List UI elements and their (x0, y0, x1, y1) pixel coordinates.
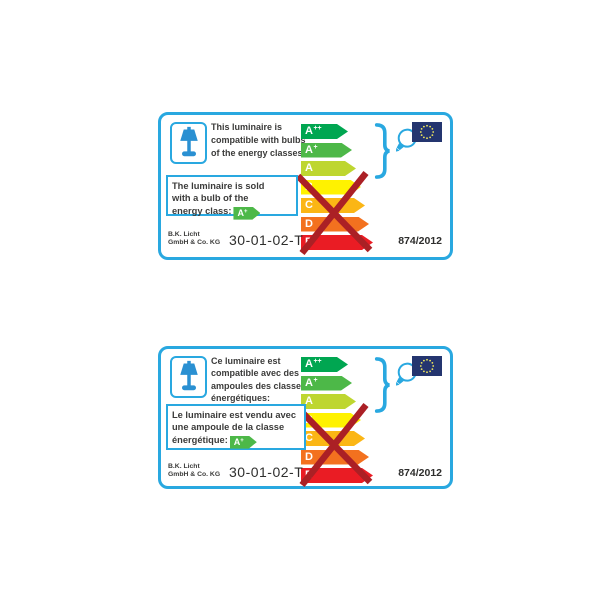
compatibility-text: This luminaire is compatible with bulbs … (211, 121, 306, 160)
model-number: 30-01-02-T (229, 464, 304, 480)
table-lamp-icon (179, 360, 198, 390)
luminaire-pictogram-box (170, 356, 207, 398)
manufacturer-line: B.K. Licht (168, 463, 200, 470)
energy-class-arrow-A+: A+ (301, 376, 352, 391)
manufacturer-line: GmbH & Co. KG (168, 471, 221, 479)
energy-class-arrow-A++: A++ (301, 124, 348, 139)
eu-flag-icon (412, 122, 442, 142)
curly-brace-icon (374, 357, 390, 413)
energy-class-letter: A (305, 162, 313, 174)
energy-class-letter: D (305, 217, 313, 230)
curly-brace-icon (374, 123, 390, 179)
energy-class-letter: A+ (305, 376, 318, 389)
red-cross-mark (295, 170, 373, 255)
badge-sup: + (240, 437, 244, 444)
eu-flag-icon (412, 356, 442, 376)
intro-line: compatible with bulbs (211, 135, 306, 145)
box-line: une ampoule de la classe (172, 422, 285, 433)
box-line: with a bulb of the (172, 193, 249, 204)
box-line: The luminaire is sold (172, 181, 265, 191)
red-cross-mark (295, 402, 373, 487)
compatibility-text: Ce luminaire est compatible avec des amp… (211, 355, 307, 405)
energy-class-letter: D (305, 450, 313, 463)
intro-line: énergétiques: (211, 393, 271, 404)
energy-class-arrow-C: C (301, 198, 365, 213)
energy-class-arrow-A: A (301, 161, 356, 176)
energy-class-arrow-C: C (301, 431, 365, 446)
badge-sup: + (243, 208, 248, 215)
luminaire-pictogram-box (170, 122, 207, 164)
manufacturer-line: B.K. Licht (168, 231, 200, 238)
sold-with-bulb-box: Le luminaire est vendu avec une ampoule … (166, 404, 306, 450)
box-line-prefix: énergétique: (172, 434, 228, 445)
energy-class-letter: A++ (305, 358, 322, 370)
model-number: 30-01-02-T (229, 232, 304, 248)
intro-line: compatible avec des (211, 368, 300, 379)
intro-line: This luminaire is (211, 122, 283, 132)
intro-line: Ce luminaire est (211, 356, 281, 366)
manufacturer-name: B.K. Licht GmbH & Co. KG (168, 463, 220, 479)
energy-class-letter: C (305, 432, 313, 444)
box-line: energy class: A+ (172, 205, 292, 220)
box-line-prefix: energy class: (172, 205, 232, 216)
manufacturer-line: GmbH & Co. KG (168, 239, 221, 247)
energy-class-letter: A+ (305, 143, 318, 156)
box-line: Le luminaire est vendu avec (172, 410, 297, 420)
table-lamp-icon (179, 126, 198, 156)
energy-class-badge: A+ (230, 436, 257, 449)
energy-class-arrow-A+: A+ (301, 143, 352, 158)
energy-class-letter: C (305, 199, 313, 211)
energy-label-french: Ce luminaire est compatible avec des amp… (158, 346, 453, 489)
badge-letter: A (237, 207, 244, 218)
intro-line: of the energy classes: (211, 148, 306, 158)
energy-class-arrow-A: A (301, 394, 356, 409)
energy-class-letter: A (305, 395, 313, 407)
regulation-number: 874/2012 (398, 467, 442, 479)
badge-letter: A (233, 436, 241, 447)
energy-label-english: This luminaire is compatible with bulbs … (158, 112, 453, 260)
regulation-number: 874/2012 (398, 235, 442, 247)
energy-class-arrow-A++: A++ (301, 357, 348, 372)
manufacturer-name: B.K. Licht GmbH & Co. KG (168, 231, 220, 247)
energy-class-letter: A++ (305, 125, 322, 137)
energy-class-badge: A+ (233, 207, 260, 220)
sold-with-bulb-box: The luminaire is sold with a bulb of the… (166, 175, 298, 216)
intro-line: ampoules des classes (211, 380, 307, 391)
box-line: énergétique: A+ (172, 434, 300, 449)
